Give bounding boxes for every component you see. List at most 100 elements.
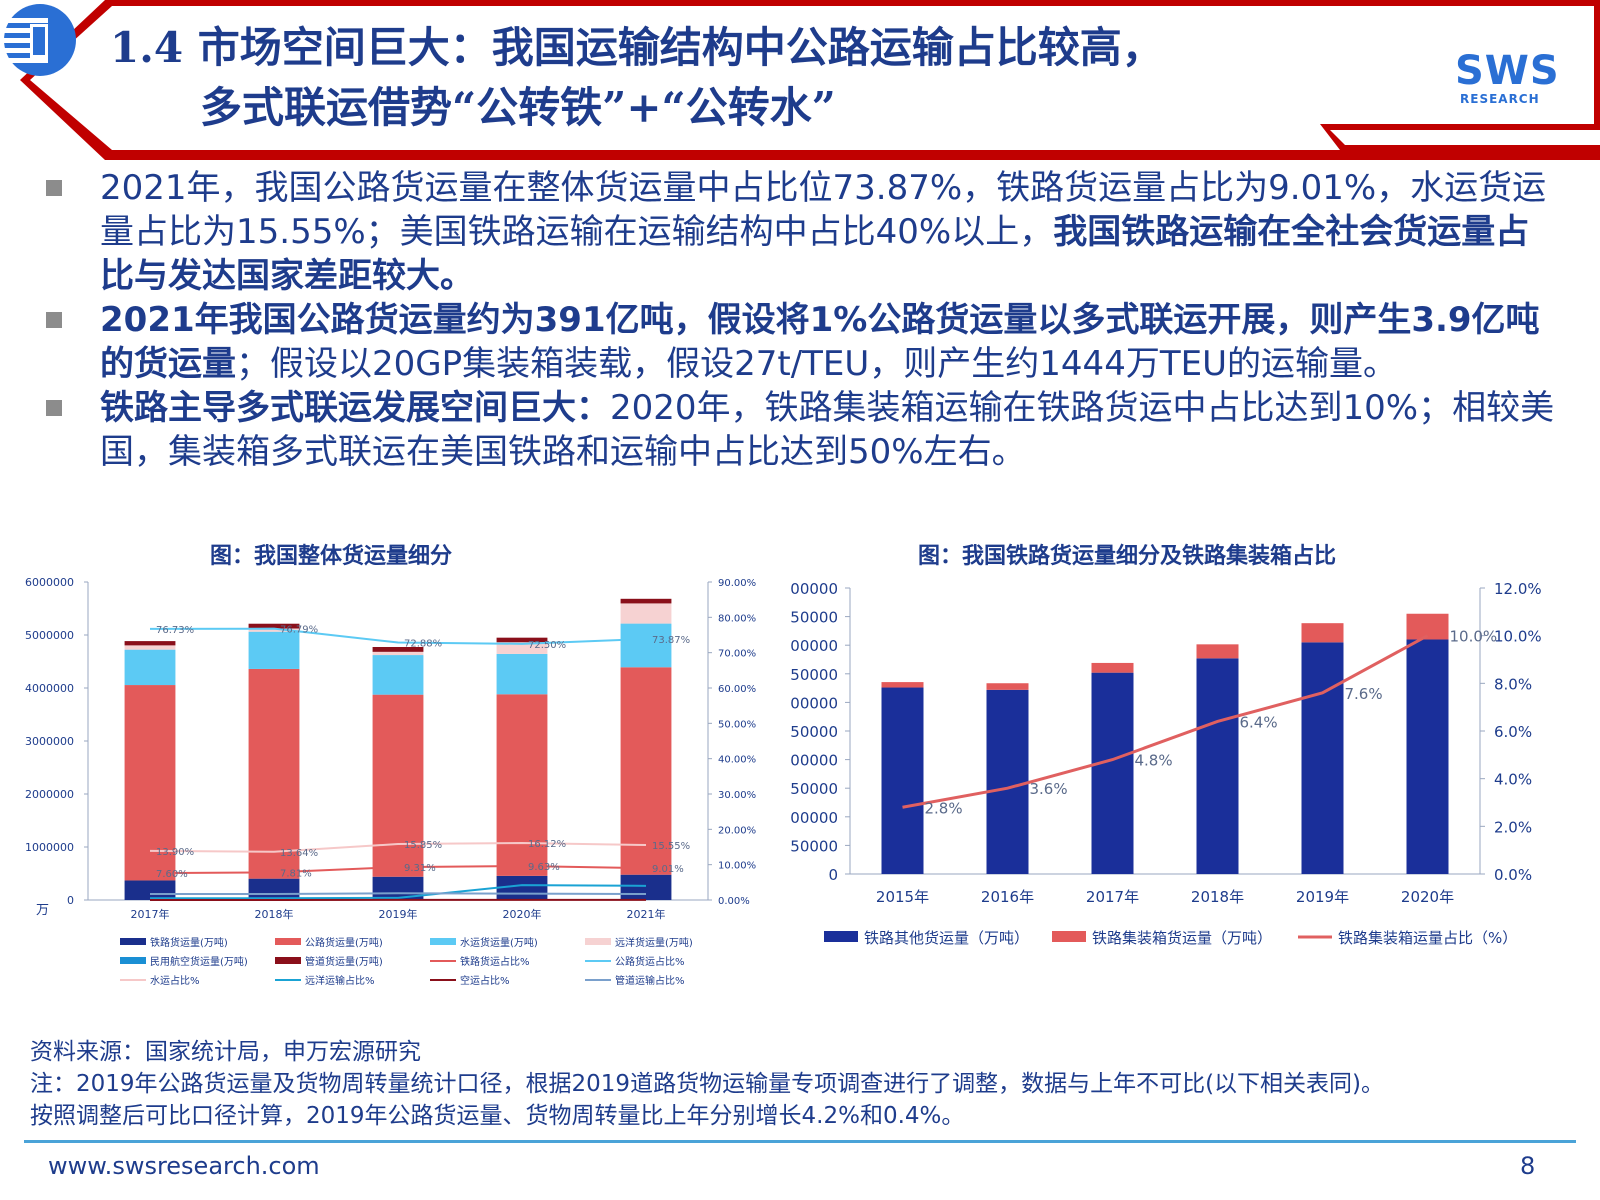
bar-segment [124,649,176,686]
legend-label: 远洋货运量(万吨) [615,936,693,949]
data-label: 13.64% [280,848,318,859]
bar-segment [620,603,672,624]
legend-label: 公路货运量(万吨) [305,936,383,949]
bar-segment [1301,642,1344,874]
left-chart-title: 图：我国整体货运量细分 [210,544,453,569]
data-label: 9.31% [404,863,436,874]
y2-tick-label: 8.0% [1494,675,1532,693]
line-series [150,892,647,895]
y-tick-label: 350000 [790,666,838,684]
y-tick-label: 450000 [790,609,838,627]
data-label: 10.0% [1450,628,1498,646]
bullet-text: 2021年，我国公路货运量在整体货运量中占比位73.87%，铁路货运量占比为9.… [100,168,1547,252]
data-label: 9.01% [652,864,684,875]
y-tick-label: 4000000 [25,682,74,695]
legend-label: 铁路货运量(万吨) [150,936,228,949]
sws-logo-icon [4,4,76,76]
bar-segment [372,651,424,656]
legend-swatch [120,957,146,964]
unit-label: 万 [36,903,49,918]
y-tick-label: 2000000 [25,788,74,801]
note-line: 注：2019年公路货运量及货物周转量统计口径，根据2019道路货物运输量专项调查… [30,1071,1385,1097]
data-label: 15.85% [404,840,442,851]
y2-tick-label: 10.0% [1494,628,1542,646]
bar-segment [124,641,176,646]
y-tick-label: 5000000 [25,629,74,642]
y2-tick-label: 50.00% [718,719,756,730]
bullet-text-bold: 2021年我国公路货运量约为391亿吨，假设将1%公路货运量以多式联运开展，则产… [100,300,1540,384]
y2-tick-label: 4.0% [1494,771,1532,789]
legend-label: 远洋运输占比% [305,974,375,987]
legend-swatch [1052,931,1086,942]
source-notes: 资料来源：国家统计局，申万宏源研究 注：2019年公路货运量及货物周转量统计口径… [30,1036,1590,1132]
data-label: 16.12% [528,839,566,850]
y-tick-label: 100000 [790,809,838,827]
footer-url[interactable]: www.swsresearch.com [48,1152,320,1180]
y-tick-label: 3000000 [25,735,74,748]
data-label: 3.6% [1030,780,1068,798]
page-title: 1.4 市场空间巨大：我国运输结构中公路运输占比较高， 多式联运借势“公转铁”+… [110,18,1340,138]
legend-swatch [585,938,611,945]
data-label: 4.8% [1135,752,1173,770]
right-chart-title: 图：我国铁路货运量细分及铁路集装箱占比 [918,544,1337,569]
y2-tick-label: 90.00% [718,578,756,589]
bar-segment [881,687,924,874]
bar-segment [248,668,300,879]
legend-swatch [430,938,456,945]
bar-segment [372,655,424,695]
bullet-text-bold: 我国铁路运输在全社会货运量占比与发达国家差距较大。 [100,212,1530,296]
legend-label: 水运占比% [150,974,200,987]
line-series [150,884,647,900]
line-series [149,627,647,645]
page-number: 8 [1520,1152,1536,1180]
data-label: 15.55% [652,841,690,852]
y-tick-label: 150000 [790,780,838,798]
bar-segment [248,623,300,629]
freight-volume-chart: 0 1000000 2000000 3000000 4000000 5000000 6000… [25,576,756,987]
legend-swatch [824,931,858,942]
y2-tick-label: 6.0% [1494,723,1532,741]
y2-tick-label: 70.00% [718,649,756,660]
bar-segment [986,683,1029,690]
bar-segment [496,637,548,643]
bar-segment [1406,613,1449,640]
bullet-list: 2021年，我国公路货运量在整体货运量中占比位73.87%，铁路货运量占比为9.… [40,166,1560,474]
bar-segment [1091,662,1134,673]
data-label: 9.63% [528,862,560,873]
bar-segment [124,685,176,881]
bullet-item: 铁路主导多式联运发展空间巨大：2020年，铁路集装箱运输在铁路货运中占比达到10… [40,386,1560,474]
legend-label: 管道货运量(万吨) [305,955,383,968]
bar-segment [881,682,924,688]
x-tick-label: 2020年 [503,907,542,921]
legend-label: 管道运输占比% [615,974,685,987]
bar-segment [248,631,300,669]
bar-segment [1196,644,1239,659]
legend-swatch [275,938,301,945]
legend-label: 铁路货运占比% [460,955,530,968]
x-tick-label: 2017年 [1086,888,1139,906]
y2-tick-label: 2.0% [1494,818,1532,836]
data-label: 76.79% [280,625,318,636]
bar-segment [1406,639,1449,874]
x-tick-label: 2021年 [627,907,666,921]
x-tick-label: 2019年 [1296,888,1349,906]
y2-tick-label: 12.0% [1494,580,1542,598]
data-label: 6.4% [1240,713,1278,731]
bullet-square-icon [46,400,62,416]
y2-tick-label: 20.00% [718,825,756,836]
x-tick-label: 2018年 [255,907,294,921]
data-label: 13.90% [156,847,194,858]
legend-swatch [120,938,146,945]
y-tick-label: 250000 [790,723,838,741]
y-tick-label: 300000 [790,694,838,712]
legend-label: 铁路集装箱运量占比（%） [1338,929,1517,947]
legend-label: 民用航空货运量(万吨) [150,955,248,968]
bar-segment [496,694,548,876]
bullet-item: 2021年，我国公路货运量在整体货运量中占比位73.87%，铁路货运量占比为9.… [40,166,1560,298]
x-tick-label: 2019年 [379,907,418,921]
bar-segment [496,875,548,900]
footer-divider [24,1140,1576,1143]
legend-label: 空运占比% [460,974,510,987]
y2-tick-label: 40.00% [718,755,756,766]
bar-segment [248,628,300,632]
